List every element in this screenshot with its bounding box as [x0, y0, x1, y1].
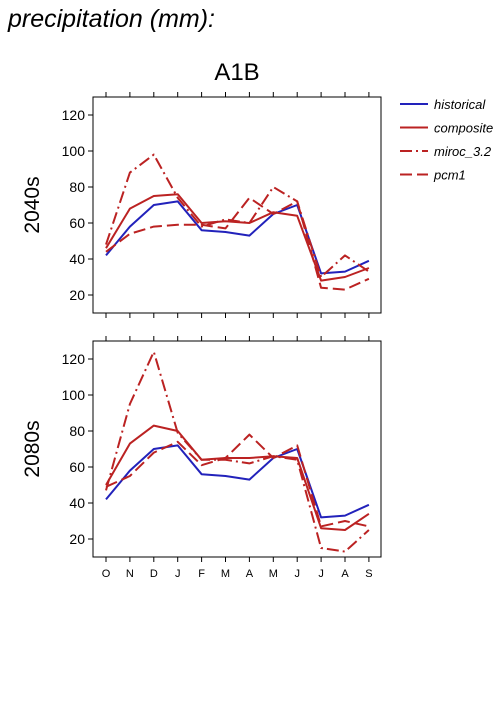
- scenario-title: A1B: [214, 59, 259, 86]
- y-tick-label: 40: [69, 251, 85, 267]
- x-tick-label: A: [246, 568, 254, 580]
- y-tick-label: 20: [69, 287, 85, 303]
- y-tick-label: 60: [69, 215, 85, 231]
- x-tick-label: J: [294, 568, 300, 580]
- y-tick-label: 100: [62, 143, 86, 159]
- x-tick-label: D: [150, 568, 158, 580]
- panel-label: 2080s: [21, 420, 44, 477]
- legend-label: pcm1: [433, 168, 466, 183]
- plot-frame: [92, 340, 382, 558]
- legend-label: historical: [434, 97, 486, 112]
- y-tick-label: 120: [62, 107, 86, 123]
- y-tick-label: 60: [69, 459, 85, 475]
- legend-label: miroc_3.2: [434, 144, 492, 159]
- series-line-composite: [105, 193, 370, 282]
- legend: historical composite miroc_3.2 pcm1: [400, 97, 493, 183]
- series-line-composite: [105, 424, 370, 531]
- x-tick-label: J: [318, 568, 324, 580]
- x-tick-label: O: [102, 568, 111, 580]
- x-tick-label: J: [175, 568, 181, 580]
- x-tick-label: A: [341, 568, 349, 580]
- x-tick-label: M: [269, 568, 278, 580]
- y-tick-label: 120: [62, 351, 86, 367]
- y-tick-label: 40: [69, 495, 85, 511]
- panel-2040s: 2040s 20 40 60 80 100 120: [21, 92, 382, 318]
- series-line-miroc-3-2: [105, 153, 370, 278]
- y-tick-label: 80: [69, 423, 85, 439]
- series-line-pcm1: [105, 196, 370, 291]
- series-line-miroc-3-2: [105, 350, 370, 553]
- series-line-pcm1: [105, 433, 370, 528]
- y-tick-label: 20: [69, 531, 85, 547]
- x-tick-label: S: [365, 568, 372, 580]
- panel-label: 2040s: [21, 176, 44, 233]
- y-tick-label: 80: [69, 179, 85, 195]
- x-tick-label: N: [126, 568, 134, 580]
- plot-frame: [92, 96, 382, 314]
- legend-label: composite: [434, 121, 493, 136]
- series-line-historical: [105, 444, 370, 519]
- x-tick-label: M: [221, 568, 230, 580]
- x-tick-label: F: [198, 568, 205, 580]
- figure-heading: precipitation (mm):: [7, 5, 215, 33]
- panel-2080s: 2080s 20 40 60 80 100 120 O N D J F M A M J J A S: [21, 336, 382, 580]
- y-tick-label: 100: [62, 387, 86, 403]
